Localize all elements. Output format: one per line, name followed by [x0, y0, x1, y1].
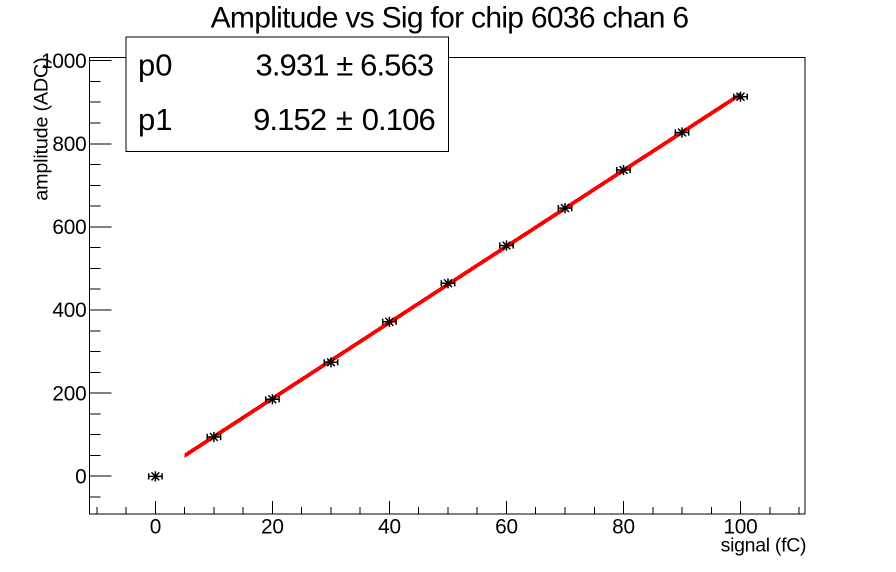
svg-text:Amplitude vs Sig for chip 6036: Amplitude vs Sig for chip 6036 chan 6	[211, 2, 689, 35]
svg-text:3.931 ± 6.563: 3.931 ± 6.563	[255, 47, 433, 82]
svg-text:80: 80	[612, 516, 635, 539]
svg-text:200: 200	[52, 382, 86, 405]
svg-text:0: 0	[150, 516, 161, 539]
svg-text:40: 40	[378, 516, 401, 539]
svg-text:1000: 1000	[41, 50, 86, 73]
svg-text:800: 800	[52, 133, 86, 156]
svg-text:signal (fC): signal (fC)	[721, 534, 807, 556]
svg-text:0: 0	[75, 465, 86, 488]
svg-text:9.152 ± 0.106: 9.152 ± 0.106	[253, 102, 435, 137]
svg-text:p0: p0	[138, 47, 172, 82]
svg-text:600: 600	[52, 216, 86, 239]
svg-text:p1: p1	[138, 102, 172, 137]
svg-text:60: 60	[495, 516, 518, 539]
svg-text:400: 400	[52, 299, 86, 322]
svg-text:20: 20	[261, 516, 284, 539]
svg-text:100: 100	[723, 516, 757, 539]
svg-text:amplitude (ADC): amplitude (ADC)	[30, 58, 52, 201]
